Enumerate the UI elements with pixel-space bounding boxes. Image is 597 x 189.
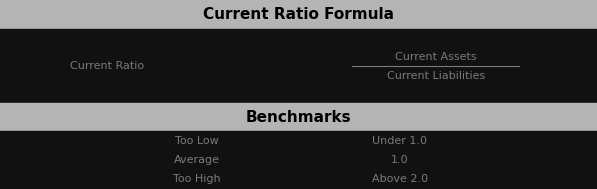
Text: Current Ratio Formula: Current Ratio Formula — [203, 7, 394, 22]
Text: Under 1.0: Under 1.0 — [373, 136, 427, 146]
Text: Current Liabilities: Current Liabilities — [387, 70, 485, 81]
Text: 1.0: 1.0 — [391, 155, 409, 165]
Text: Average: Average — [174, 155, 220, 165]
Text: Too Low: Too Low — [175, 136, 219, 146]
Text: Current Ratio: Current Ratio — [70, 61, 144, 71]
Bar — [0, 131, 597, 189]
Text: Benchmarks: Benchmarks — [246, 110, 351, 125]
Text: Current Assets: Current Assets — [395, 52, 476, 62]
Bar — [0, 0, 597, 29]
Text: Too High: Too High — [173, 174, 221, 184]
Text: Above 2.0: Above 2.0 — [372, 174, 428, 184]
Bar — [0, 29, 597, 103]
Bar — [0, 103, 597, 131]
